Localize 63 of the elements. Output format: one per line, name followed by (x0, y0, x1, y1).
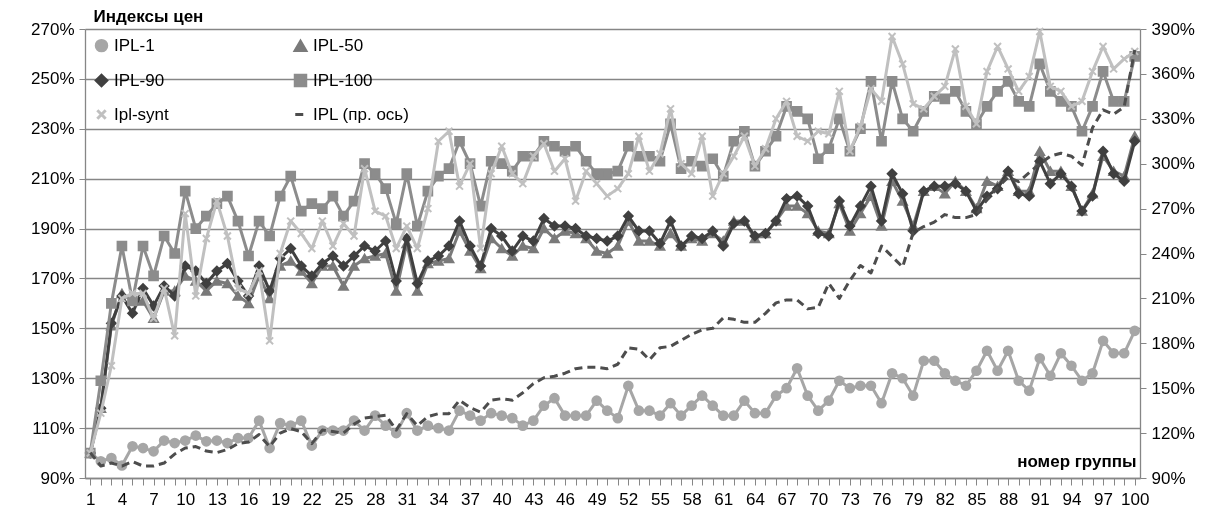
y2-tick-label: 300% (1151, 154, 1195, 174)
x-axis-title: номер группы (1017, 451, 1137, 471)
y-tick-label: 270% (31, 19, 75, 39)
x-tick-label: 1 (86, 489, 96, 509)
y-tick-label: 170% (31, 268, 75, 288)
y-tick-label: 110% (32, 418, 75, 438)
y2-tick-label: 360% (1151, 64, 1195, 84)
y-tick-label: 250% (31, 69, 75, 89)
x-tick-label: 25 (334, 489, 354, 509)
x-tick-label: 79 (904, 489, 924, 509)
x-tick-label: 76 (872, 489, 892, 509)
x-tick-label: 43 (524, 489, 544, 509)
x-tick-label: 22 (302, 489, 322, 509)
x-tick-label: 67 (777, 489, 797, 509)
legend-label: Ipl-synt (114, 104, 170, 124)
y2-tick-label: 150% (1151, 378, 1195, 398)
x-tick-label: 91 (1030, 489, 1050, 509)
legend-label: IPL-1 (114, 35, 155, 55)
y-axis-title: Индексы цен (93, 6, 204, 26)
legend-label: IPL-100 (313, 70, 373, 90)
x-tick-label: 85 (967, 489, 987, 509)
x-tick-label: 52 (619, 489, 639, 509)
y2-tick-label: 90% (1151, 468, 1186, 488)
x-tick-label: 82 (935, 489, 955, 509)
x-tick-label: 37 (461, 489, 481, 509)
y2-tick-label: 390% (1151, 19, 1195, 39)
x-tick-label: 4 (117, 489, 128, 509)
y-tick-label: 190% (31, 219, 75, 239)
x-tick-label: 94 (1062, 489, 1082, 509)
y2-tick-label: 240% (1151, 244, 1195, 263)
x-tick-label: 16 (239, 489, 259, 509)
x-tick-label: 19 (271, 489, 291, 509)
x-tick-label: 55 (651, 489, 670, 509)
x-tick-label: 97 (1094, 489, 1114, 509)
x-tick-label: 7 (149, 489, 159, 509)
y-tick-label: 90% (40, 468, 75, 488)
x-tick-label: 70 (809, 489, 829, 509)
x-tick-label: 10 (176, 489, 196, 509)
x-tick-label: 61 (714, 489, 734, 509)
y2-tick-label: 180% (1151, 333, 1195, 353)
x-tick-label: 49 (587, 489, 607, 509)
legend-label: IPL-90 (114, 70, 165, 90)
y2-tick-label: 330% (1151, 109, 1195, 129)
x-tick-label: 28 (366, 489, 386, 509)
legend-label: IPL-50 (313, 35, 364, 55)
y2-tick-label: 210% (1151, 288, 1195, 308)
x-tick-label: 31 (397, 489, 417, 509)
y2-tick-label: 120% (1151, 423, 1195, 443)
y-tick-label: 130% (31, 368, 75, 388)
x-tick-label: 100 (1121, 489, 1150, 509)
y-tick-label: 230% (31, 119, 75, 139)
x-tick-label: 58 (682, 489, 702, 509)
x-tick-label: 64 (745, 489, 765, 509)
y-tick-label: 150% (31, 318, 75, 338)
y-tick-label: 210% (31, 169, 75, 189)
x-tick-label: 13 (207, 489, 227, 509)
x-tick-label: 40 (492, 489, 512, 509)
x-tick-label: 73 (840, 489, 860, 509)
x-tick-label: 46 (556, 489, 575, 509)
y2-tick-label: 270% (1151, 199, 1195, 219)
x-tick-label: 34 (429, 489, 449, 509)
x-tick-label: 88 (999, 489, 1019, 509)
legend-label: IPL (пр. ось) (313, 104, 409, 124)
